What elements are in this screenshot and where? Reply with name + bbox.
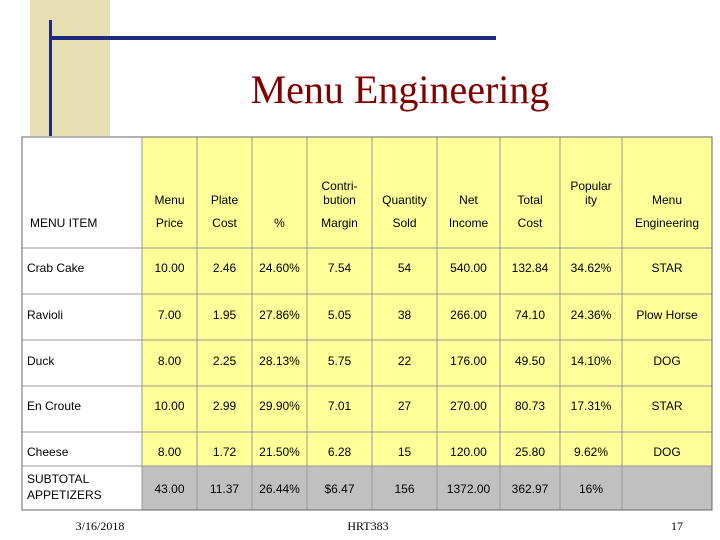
table-fill — [142, 137, 712, 466]
cell: 1.72 — [213, 445, 237, 459]
row-label: Crab Cake — [27, 261, 85, 275]
cell: 7.01 — [328, 399, 352, 413]
cell: Plow Horse — [636, 308, 698, 322]
header-bottom: Engineering — [635, 216, 699, 230]
cell: 24.60% — [259, 261, 300, 275]
header-bottom: Margin — [321, 216, 358, 230]
cell: 29.90% — [259, 399, 300, 413]
cell: 266.00 — [450, 308, 487, 322]
cell: 10.00 — [154, 399, 184, 413]
row-label: Cheese — [27, 445, 69, 459]
deco-vline — [49, 20, 52, 136]
cell: 49.50 — [515, 354, 545, 368]
header-bottom: Sold — [392, 216, 416, 230]
cell: 2.46 — [213, 261, 237, 275]
header-bottom: Price — [156, 216, 184, 230]
cell: 74.10 — [515, 308, 545, 322]
cell: 80.73 — [515, 399, 545, 413]
header-bottom: % — [274, 216, 285, 230]
cell: 10.00 — [154, 261, 184, 275]
table-grid — [22, 137, 712, 510]
cell: 1372.00 — [447, 482, 491, 496]
cell: 6.28 — [328, 445, 352, 459]
header-bottom: Cost — [518, 216, 543, 230]
footer-date: 3/16/2018 — [76, 519, 125, 533]
cell: 34.62% — [571, 261, 612, 275]
cell: 8.00 — [158, 445, 182, 459]
header-top: Plate — [211, 193, 239, 207]
cell: 27 — [398, 399, 412, 413]
deco-block — [30, 0, 110, 136]
row-label: SUBTOTAL — [27, 472, 90, 486]
header-top: Contri- — [321, 179, 357, 193]
cell: STAR — [651, 399, 682, 413]
cell: 16% — [579, 482, 603, 496]
cell: 362.97 — [512, 482, 549, 496]
cell: 5.75 — [328, 354, 352, 368]
header-top: ity — [585, 193, 597, 207]
header-top: bution — [323, 193, 356, 207]
cell: 2.25 — [213, 354, 237, 368]
cell: 11.37 — [210, 482, 239, 496]
cell: 176.00 — [450, 354, 487, 368]
cell: 132.84 — [512, 261, 549, 275]
cell: 22 — [398, 354, 412, 368]
header-top: Menu — [154, 193, 184, 207]
cell: 24.36% — [571, 308, 612, 322]
header-top: Total — [517, 193, 542, 207]
cell: 7.00 — [158, 308, 182, 322]
cell: 25.80 — [515, 445, 545, 459]
cell: STAR — [651, 261, 682, 275]
cell: 14.10% — [571, 354, 612, 368]
cell: 9.62% — [574, 445, 608, 459]
header-top: Quantity — [382, 193, 427, 207]
cell: 28.13% — [259, 354, 300, 368]
cell: 21.50% — [259, 445, 300, 459]
header-bottom: Income — [449, 216, 489, 230]
header-top: Net — [459, 193, 478, 207]
cell: 54 — [398, 261, 412, 275]
header-bottom: Cost — [212, 216, 237, 230]
cell: 5.05 — [328, 308, 352, 322]
title: Menu Engineering — [251, 67, 550, 112]
subtotal-fill — [142, 466, 712, 510]
row-label: En Croute — [27, 399, 81, 413]
header-top: Popular — [570, 179, 611, 193]
cell: DOG — [653, 445, 680, 459]
cell: 1.95 — [213, 308, 237, 322]
cell: 38 — [398, 308, 412, 322]
footer-page: 17 — [671, 519, 683, 533]
cell: DOG — [653, 354, 680, 368]
cell: 17.31% — [571, 399, 612, 413]
row-label: Duck — [27, 354, 55, 368]
deco-hline — [50, 36, 496, 40]
footer-center: HRT383 — [347, 519, 388, 533]
cell: 540.00 — [450, 261, 487, 275]
row-label: APPETIZERS — [27, 488, 102, 502]
header-top: Menu — [652, 193, 682, 207]
cell: 43.00 — [154, 482, 184, 496]
cell: 156 — [394, 482, 414, 496]
cell: 270.00 — [450, 399, 487, 413]
cell: 2.99 — [213, 399, 237, 413]
cell: 7.54 — [328, 261, 352, 275]
row-label: Ravioli — [27, 308, 63, 322]
cell: 27.86% — [259, 308, 300, 322]
header-bottom: MENU ITEM — [30, 216, 97, 230]
cell: 15 — [398, 445, 412, 459]
cell: $6.47 — [324, 482, 354, 496]
cell: 26.44% — [259, 482, 300, 496]
cell: 120.00 — [450, 445, 487, 459]
cell: 8.00 — [158, 354, 182, 368]
table-border — [21, 136, 713, 511]
